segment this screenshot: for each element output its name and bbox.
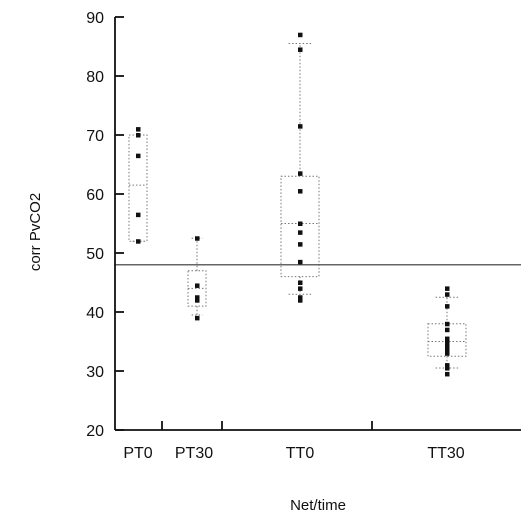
data-point-TT30-7 [445, 342, 450, 347]
data-point-TT30-13 [445, 371, 450, 377]
data-point-TT0-10 [298, 286, 303, 291]
data-point-TT30-9 [445, 348, 450, 353]
y-tick-label-90: 90 [86, 10, 104, 27]
data-point-TT0-7 [298, 242, 303, 247]
data-point-PT30-2 [195, 295, 200, 300]
data-point-TT0-1 [298, 47, 303, 52]
data-point-TT0-6 [298, 230, 303, 235]
data-point-PT0-1 [136, 133, 141, 138]
data-point-TT0-12 [298, 298, 303, 303]
axes-layer [114, 16, 521, 431]
data-point-TT0-5 [298, 221, 303, 226]
x-tick-label-TT0: TT0 [286, 445, 315, 462]
data-point-PT0-4 [136, 239, 141, 244]
data-point-PT0-0 [136, 127, 141, 132]
y-tick-label-80: 80 [86, 69, 104, 86]
data-point-TT0-8 [298, 259, 303, 265]
data-point-TT0-3 [298, 171, 303, 176]
data-point-TT30-8 [445, 345, 450, 350]
data-point-TT0-0 [298, 32, 303, 38]
data-point-TT30-3 [445, 321, 450, 327]
data-point-TT30-6 [445, 339, 450, 344]
data-point-PT30-0 [195, 236, 200, 241]
data-point-PT30-1 [195, 283, 200, 288]
data-point-TT30-4 [445, 327, 450, 333]
y-tick-label-30: 30 [86, 364, 104, 381]
data-point-TT30-5 [445, 336, 450, 342]
data-point-PT0-3 [136, 212, 141, 218]
y-tick-label-40: 40 [86, 305, 104, 322]
data-point-TT0-11 [298, 295, 303, 300]
data-point-TT0-2 [298, 124, 303, 129]
data-point-TT0-9 [298, 280, 303, 285]
data-point-layer [136, 32, 450, 377]
data-point-PT0-2 [136, 153, 141, 159]
data-point-TT0-4 [298, 189, 303, 194]
x-tick-label-PT30: PT30 [175, 445, 213, 462]
data-point-TT30-0 [445, 286, 450, 291]
data-point-TT30-10 [445, 351, 450, 356]
x-axis-title: Net/time [290, 497, 346, 514]
x-tick-label-PT0: PT0 [123, 445, 152, 462]
y-tick-label-60: 60 [86, 187, 104, 204]
y-tick-label-70: 70 [86, 128, 104, 145]
data-point-PT30-4 [195, 315, 200, 321]
x-tick-label-TT30: TT30 [427, 445, 464, 462]
data-point-TT30-12 [445, 366, 450, 371]
box-layer [128, 43, 467, 369]
y-tick-label-20: 20 [86, 423, 104, 440]
data-point-TT30-2 [445, 304, 450, 309]
data-point-PT30-3 [195, 298, 200, 303]
label-layer: 20 30 40 50 60 70 80 90 PT0 PT30 TT0 TT30 Net/time co… [27, 10, 465, 514]
box-PT0 [128, 134, 148, 242]
y-axis-title: corr PvCO2 [27, 193, 44, 271]
data-point-TT30-11 [445, 363, 450, 368]
data-point-TT30-1 [445, 292, 450, 297]
y-tick-label-50: 50 [86, 246, 104, 263]
